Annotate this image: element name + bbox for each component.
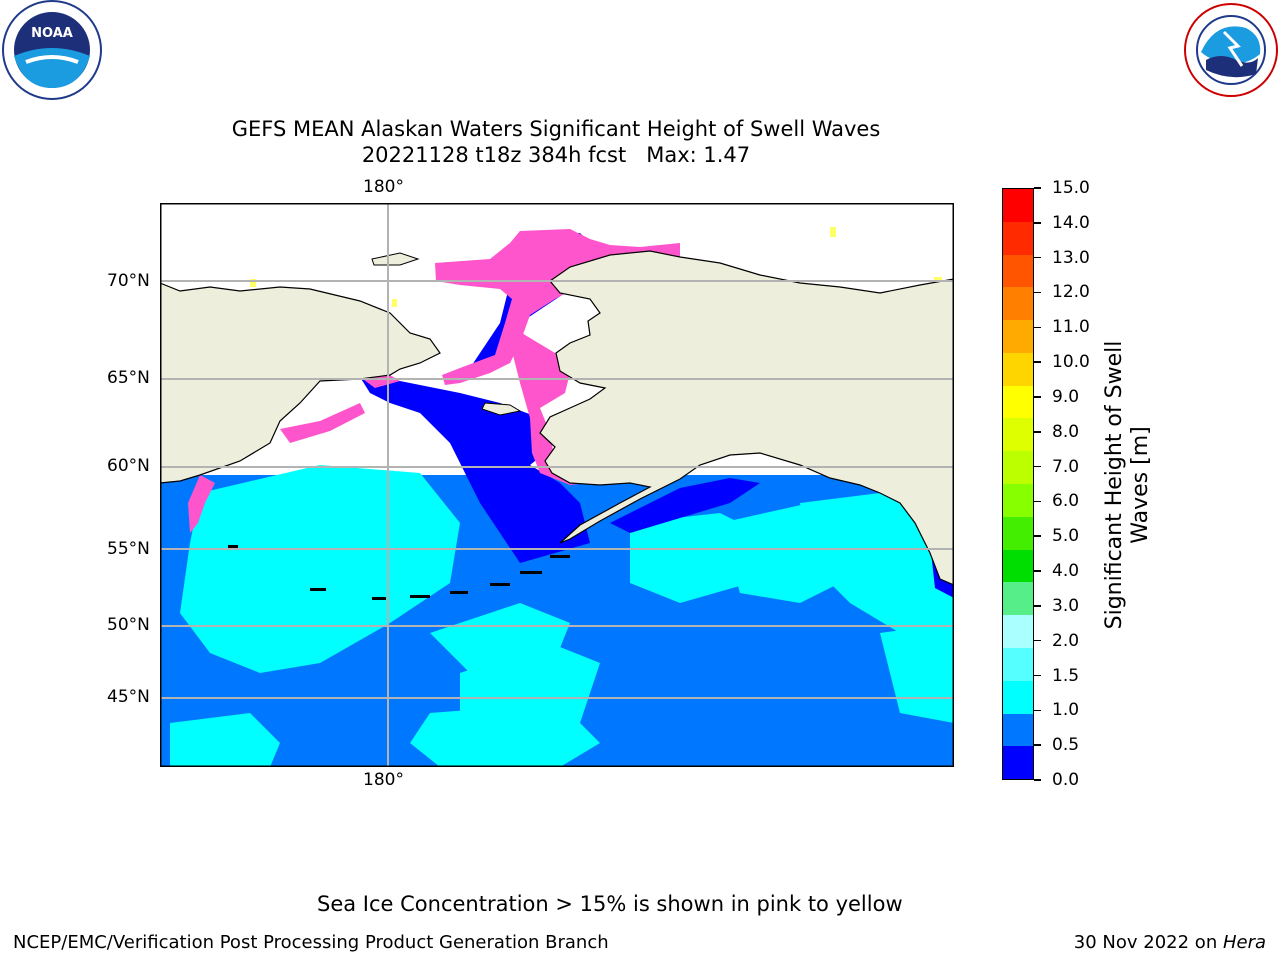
colorbar-swatch	[1003, 352, 1033, 386]
colorbar-tick-label: 13.0	[1052, 247, 1090, 268]
colorbar-tick-label: 10.0	[1052, 352, 1090, 373]
colorbar-tick	[1034, 431, 1041, 433]
colorbar-tick-label: 15.0	[1052, 178, 1090, 198]
colorbar-tick	[1034, 605, 1041, 607]
colorbar-tick	[1034, 674, 1041, 677]
aleutian-islands	[228, 545, 570, 600]
colorbar-tick	[1034, 570, 1041, 572]
colorbar-tick	[1034, 222, 1041, 224]
lat-label-55: 55°N	[107, 539, 150, 559]
colorbar-swatch	[1003, 713, 1033, 747]
colorbar-tick-label: 1.0	[1052, 700, 1080, 721]
colorbar-swatch	[1003, 189, 1033, 222]
colorbar-tick	[1034, 639, 1041, 642]
colorbar-swatch	[1003, 615, 1033, 648]
colorbar-title: Significant Height of Swell Waves [m]	[1102, 340, 1153, 630]
sea-ice	[188, 229, 680, 533]
colorbar-tick	[1034, 187, 1041, 189]
colorbar-tick-label: 6.0	[1052, 491, 1080, 512]
colorbar-tick-label: 0.0	[1052, 770, 1080, 790]
map-gridlines	[160, 203, 954, 767]
colorbar-swatch	[1003, 320, 1033, 353]
colorbar-tick-label: 2.0	[1052, 630, 1080, 651]
footer-date-text: 30 Nov 2022 on	[1073, 932, 1223, 953]
colorbar-tick	[1034, 396, 1041, 398]
colorbar-tick	[1034, 779, 1041, 781]
footer-machine: Hera	[1222, 932, 1266, 953]
colorbar-tick	[1034, 465, 1041, 468]
footer-date: 30 Nov 2022 on Hera	[1074, 932, 1266, 954]
colorbar-swatch	[1003, 451, 1033, 485]
colorbar-swatch	[1003, 385, 1033, 419]
colorbar-swatch	[1003, 582, 1033, 616]
colorbar-swatch	[1003, 680, 1033, 714]
colorbar-tick	[1034, 500, 1041, 503]
colorbar-tick-label: 1.5	[1052, 665, 1080, 686]
colorbar-swatch	[1003, 549, 1033, 583]
footer-branch: NCEP/EMC/Verification Post Processing Pr…	[13, 932, 609, 953]
lat-label-65: 65°N	[107, 368, 150, 388]
colorbar-swatch	[1003, 516, 1033, 550]
colorbar-tick-label: 0.5	[1052, 735, 1080, 756]
colorbar-tick-label: 9.0	[1052, 386, 1080, 407]
map-svg	[159, 203, 955, 767]
colorbar-tick	[1034, 361, 1041, 363]
colorbar-tick-label: 11.0	[1052, 317, 1090, 338]
swell-1-1.5m-patches	[170, 465, 954, 767]
colorbar-tick	[1034, 326, 1041, 329]
colorbar-tick-label: 4.0	[1052, 561, 1080, 582]
colorbar-swatch	[1003, 418, 1033, 452]
colorbar-tick	[1034, 709, 1041, 712]
colorbar-tick-label: 3.0	[1052, 595, 1080, 616]
colorbar-tick	[1034, 256, 1041, 259]
island-st-lawrence	[481, 402, 522, 416]
nws-logo	[1176, 0, 1280, 100]
colorbar-swatch	[1003, 221, 1033, 255]
lat-label-50: 50°N	[107, 615, 150, 635]
chart-title-line-1: GEFS MEAN Alaskan Waters Significant Hei…	[231, 117, 881, 141]
chart-title-line-2: 20221128 t18z 384h fcst Max: 1.47	[361, 143, 751, 167]
colorbar-tick-label: 5.0	[1052, 526, 1080, 547]
land-siberia	[159, 282, 441, 484]
noaa-logo: NOAA	[0, 0, 104, 104]
colorbar-tick-label: 8.0	[1052, 421, 1080, 442]
land-alaska	[539, 250, 955, 586]
island-wrangel	[371, 252, 420, 266]
map-frame	[160, 203, 954, 767]
colorbar-tick	[1034, 744, 1041, 746]
colorbar-tick	[1034, 535, 1041, 537]
colorbar-tick-label: 7.0	[1052, 456, 1080, 477]
lat-label-60: 60°N	[107, 456, 150, 476]
lat-label-45: 45°N	[107, 687, 150, 707]
colorbar	[1002, 188, 1034, 780]
colorbar-swatch	[1003, 746, 1033, 779]
noaa-logo-text: NOAA	[31, 26, 73, 41]
colorbar-swatch	[1003, 647, 1033, 681]
colorbar-swatch	[1003, 254, 1033, 288]
colorbar-tick-label: 14.0	[1052, 212, 1090, 233]
colorbar-tick-label: 12.0	[1052, 282, 1090, 303]
lon-label-top: 180°	[363, 177, 404, 197]
map-panel	[159, 203, 955, 767]
sea-ice-note: Sea Ice Concentration > 15% is shown in …	[317, 892, 903, 916]
lon-label-bottom: 180°	[363, 770, 404, 790]
colorbar-tick	[1034, 291, 1041, 294]
colorbar-swatch	[1003, 287, 1033, 321]
colorbar-swatch	[1003, 484, 1033, 517]
lat-label-70: 70°N	[107, 271, 150, 291]
